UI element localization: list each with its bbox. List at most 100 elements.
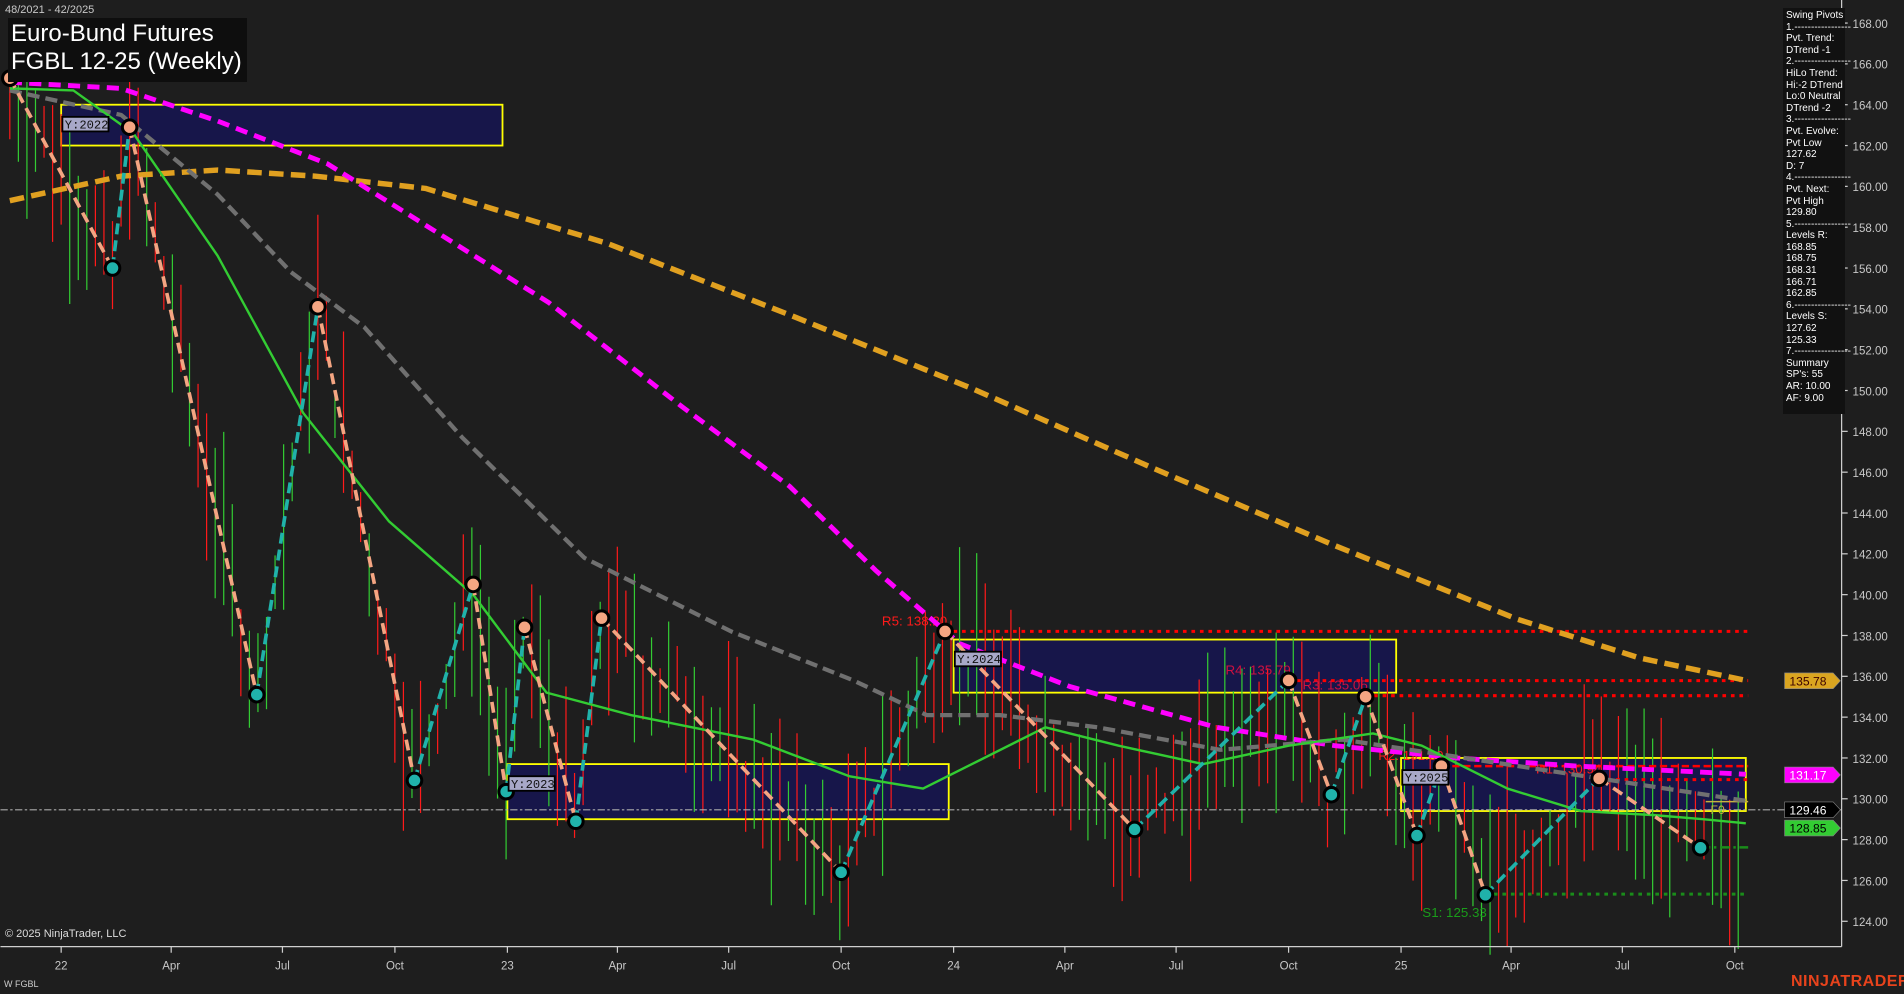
- info-line: 168.85: [1786, 241, 1817, 253]
- y-axis[interactable]: 124.00 126.00 128.00 130.00 132.00 134.00 136.…: [1841, 19, 1888, 929]
- info-line: 127.62: [1786, 323, 1817, 335]
- y-tick-label: 132.00: [1853, 754, 1888, 766]
- moving-averages: [9, 79, 1747, 825]
- y-tick-label: 142.00: [1853, 550, 1888, 562]
- info-line: 5.-----------------: [1786, 218, 1851, 230]
- swing-high-marker: [1590, 769, 1608, 788]
- year-box: [952, 638, 1398, 694]
- price-tag-label: 128.85: [1789, 822, 1826, 836]
- info-line: Pvt. Evolve:: [1786, 125, 1839, 137]
- x-tick-label: 22: [55, 961, 68, 973]
- price-tag-label: 129.46: [1789, 803, 1826, 817]
- y-tick-label: 128.00: [1853, 835, 1888, 847]
- swing-high-marker: [120, 118, 139, 136]
- ninjatrader-logo: NINJATRADER: [1791, 973, 1904, 990]
- price-tag: [1784, 801, 1841, 819]
- y-tick-label: 154.00: [1853, 305, 1888, 317]
- swing-down-line: [127, 126, 259, 696]
- swing-high-marker: [309, 298, 327, 316]
- swing-down-line: [943, 630, 1136, 831]
- y-tick-label: 160.00: [1853, 182, 1888, 194]
- info-line: Pvt Low: [1786, 137, 1822, 149]
- x-tick-label: 25: [1395, 961, 1408, 973]
- swing-low-marker: [103, 259, 122, 277]
- year-box-label-bg: [61, 115, 110, 133]
- swing-low-marker: [567, 812, 585, 831]
- swing-lines: [8, 77, 1702, 897]
- info-line: Levels R:: [1786, 230, 1828, 242]
- swing-high-marker: [1356, 687, 1375, 706]
- y-tick-label: 158.00: [1853, 223, 1888, 235]
- swing-pivot-markers: [1, 69, 1710, 904]
- x-tick-label: Apr: [1502, 961, 1520, 973]
- info-line: Pvt High: [1786, 195, 1824, 207]
- y-tick-label: 134.00: [1853, 713, 1888, 725]
- x-tick-label: Oct: [1280, 961, 1299, 973]
- info-line: DTrend -2: [1786, 102, 1831, 114]
- info-line: 162.85: [1786, 288, 1817, 300]
- info-line: AR: 10.00: [1786, 381, 1831, 392]
- price-tag-label: 135.78: [1789, 674, 1826, 688]
- swing-down-line: [600, 616, 843, 874]
- info-line: 127.62: [1786, 149, 1817, 161]
- info-line: Lo:0 Neutral: [1786, 91, 1841, 103]
- info-line: 4.-----------------: [1786, 172, 1851, 184]
- level-label: R4: 135.79: [1225, 663, 1290, 678]
- year-box-labels: Y:2022 Y:2023 Y:2024 Y:2025: [61, 115, 1450, 792]
- info-line: 129.80: [1786, 207, 1817, 219]
- x-tick-label: 24: [947, 961, 960, 973]
- copyright: © 2025 NinjaTrader, LLC: [5, 928, 127, 940]
- year-box-label: Y:2023: [511, 778, 555, 792]
- swing-low-marker: [1322, 785, 1341, 804]
- year-box-label-bg: [507, 775, 556, 792]
- y-tick-label: 146.00: [1853, 468, 1888, 480]
- swing-low-marker: [405, 771, 424, 790]
- swing-up-line: [574, 617, 604, 822]
- info-line: 166.71: [1786, 276, 1817, 288]
- chart-title-box: Euro-Bund Futures FGBL 12-25 (Weekly): [8, 18, 247, 82]
- swing-low-marker: [1691, 838, 1710, 857]
- x-axis[interactable]: 22 Apr Jul Oct 23 Apr Jul Oct 24 Apr Jul Oct 25 Apr Ju…: [55, 946, 1745, 973]
- year-box-label-bg: [953, 650, 1002, 668]
- level-label: R3: 135.05: [1302, 678, 1367, 693]
- y-tick-label: 150.00: [1853, 386, 1888, 398]
- y-tick-label: 156.00: [1853, 264, 1888, 276]
- info-line: 1.-----------------: [1786, 21, 1851, 33]
- swing-low-marker: [832, 863, 850, 882]
- x-tick-label: Jul: [275, 961, 290, 973]
- y-tick-label: 138.00: [1853, 631, 1888, 643]
- swing-up-line: [412, 583, 475, 781]
- date-range: 48/2021 - 42/2025: [5, 4, 95, 16]
- swing-low-marker: [247, 685, 266, 704]
- chart-title: Euro-Bund Futures: [11, 20, 214, 47]
- y-tick-label: 140.00: [1853, 591, 1888, 603]
- swing-up-line: [1133, 679, 1290, 831]
- swing-up-line: [839, 630, 947, 874]
- y-tick-label: 148.00: [1853, 427, 1888, 439]
- x-tick-label: Apr: [1056, 961, 1074, 973]
- swing-up-line: [254, 306, 320, 695]
- info-line: HiLo Trend:: [1786, 67, 1838, 79]
- swing-low-marker: [1476, 885, 1495, 904]
- y-tick-label: 144.00: [1853, 509, 1888, 521]
- y-tick-label: 168.00: [1853, 19, 1888, 31]
- price-tag-label: 131.17: [1789, 769, 1826, 783]
- x-tick-label: Apr: [162, 961, 180, 973]
- level-label: S1: 125.33: [1422, 905, 1487, 920]
- swing-up-line: [1484, 777, 1601, 897]
- year-box-label: Y:2022: [65, 118, 109, 132]
- x-tick-label: Jul: [721, 961, 736, 973]
- swing-down-line: [1598, 776, 1702, 850]
- info-line: Hi:-2 DTrend: [1786, 79, 1843, 91]
- y-tick-label: 162.00: [1853, 141, 1888, 153]
- x-tick-label: Apr: [608, 961, 626, 973]
- y-tick-label: 166.00: [1853, 60, 1888, 72]
- swing-high-marker: [592, 609, 611, 627]
- x-tick-label: Oct: [1726, 961, 1745, 973]
- ma-long-line: [9, 167, 1747, 684]
- y-tick-label: 164.00: [1853, 101, 1888, 113]
- info-line: Summary: [1786, 357, 1829, 369]
- info-line: 2.-----------------: [1786, 56, 1851, 68]
